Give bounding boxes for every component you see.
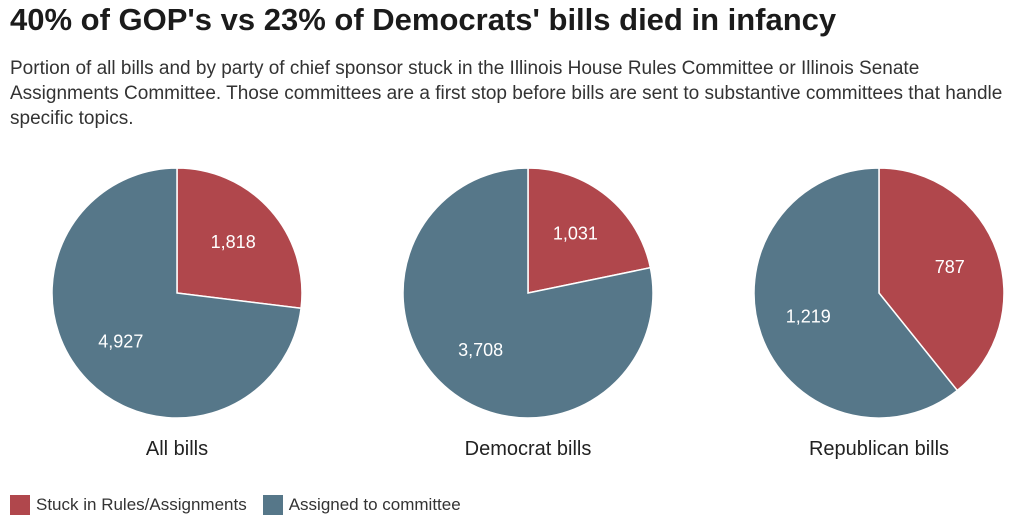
pie-chart-caption: Republican bills — [809, 438, 949, 460]
pie-charts: 1,818 4,927 All bills 1,031 3,708 Democrat bi… — [51, 167, 1005, 460]
pie-chart-caption: Democrat bills — [465, 438, 592, 460]
pie-chart-caption: All bills — [146, 438, 208, 460]
data-label-assigned: 3,708 — [458, 340, 503, 360]
pie-slice-assigned — [51, 167, 302, 419]
legend: Stuck in Rules/Assignments Assigned to c… — [10, 495, 477, 515]
pie-slice-stuck — [878, 167, 1005, 392]
chart-subtitle: Portion of all bills and by party of chi… — [10, 58, 1003, 129]
pie-chart-1: 1,818 4,927 All bills — [51, 167, 303, 460]
pie-slice-assigned — [753, 167, 959, 419]
pie-slice-assigned — [402, 167, 654, 419]
legend-label-stuck: Stuck in Rules/Assignments — [36, 495, 247, 514]
legend-item-assigned: Assigned to committee — [262, 495, 461, 515]
pie-slice-stuck — [527, 167, 652, 294]
data-label-stuck: 787 — [935, 257, 965, 277]
legend-label-assigned: Assigned to committee — [288, 495, 461, 514]
pie-chart-2: 1,031 3,708 Democrat bills — [402, 167, 654, 460]
pie-chart-3: 787 1,219 Republican bills — [753, 167, 1005, 460]
legend-swatch-assigned — [262, 495, 283, 515]
data-label-stuck: 1,031 — [553, 224, 598, 244]
data-label-assigned: 1,219 — [786, 307, 831, 327]
chart-title: 40% of GOP's vs 23% of Democrats' bills … — [10, 2, 837, 37]
legend-swatch-stuck — [10, 495, 30, 515]
legend-item-stuck: Stuck in Rules/Assignments — [10, 495, 247, 515]
data-label-stuck: 1,818 — [211, 232, 256, 252]
data-label-assigned: 4,927 — [98, 331, 143, 351]
pie-slice-stuck — [176, 167, 303, 310]
